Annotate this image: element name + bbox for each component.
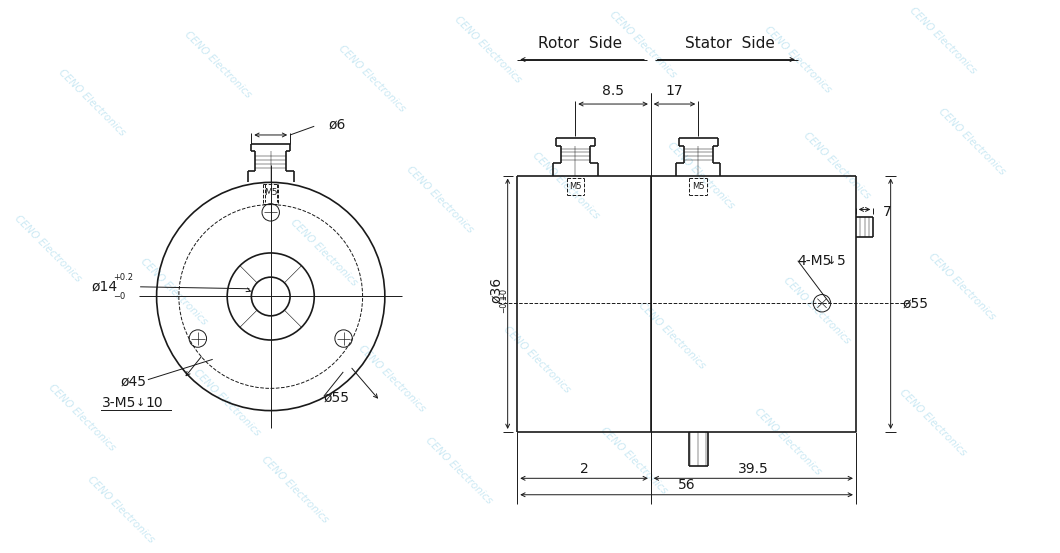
Text: CENO Electronics: CENO Electronics — [56, 68, 127, 138]
Text: CENO Electronics: CENO Electronics — [288, 218, 359, 288]
Text: CENO Electronics: CENO Electronics — [937, 107, 1007, 177]
Text: 5: 5 — [836, 254, 845, 268]
Text: −0.1: −0.1 — [499, 295, 509, 313]
Text: ø55: ø55 — [324, 391, 350, 405]
Text: ↓: ↓ — [827, 255, 836, 265]
Text: CENO Electronics: CENO Electronics — [424, 435, 495, 506]
Text: 7: 7 — [883, 205, 891, 220]
Text: 10: 10 — [145, 396, 162, 410]
Text: CENO Electronics: CENO Electronics — [182, 29, 252, 100]
Text: CENO Electronics: CENO Electronics — [192, 368, 263, 438]
Text: CENO Electronics: CENO Electronics — [926, 252, 997, 322]
Text: 56: 56 — [677, 478, 695, 492]
Text: CENO Electronics: CENO Electronics — [598, 426, 669, 496]
Text: CENO Electronics: CENO Electronics — [337, 44, 407, 114]
Text: CENO Electronics: CENO Electronics — [801, 131, 871, 201]
Text: 39.5: 39.5 — [738, 462, 768, 476]
Text: +0.2: +0.2 — [113, 273, 134, 282]
Text: CENO Electronics: CENO Electronics — [607, 10, 678, 80]
Text: Stator  Side: Stator Side — [685, 35, 775, 50]
Text: ø55: ø55 — [902, 296, 929, 310]
Text: ø6: ø6 — [329, 117, 347, 131]
Text: ø14: ø14 — [92, 280, 118, 294]
Text: CENO Electronics: CENO Electronics — [530, 150, 601, 221]
Text: 3-M5: 3-M5 — [102, 396, 136, 410]
Text: CENO Electronics: CENO Electronics — [356, 343, 427, 414]
Text: CENO Electronics: CENO Electronics — [47, 382, 118, 453]
Text: CENO Electronics: CENO Electronics — [453, 14, 524, 85]
Text: CENO Electronics: CENO Electronics — [753, 406, 824, 477]
Text: CENO Electronics: CENO Electronics — [637, 300, 707, 371]
Text: ø36: ø36 — [489, 277, 504, 303]
Text: M5: M5 — [264, 187, 278, 196]
Text: CENO Electronics: CENO Electronics — [139, 257, 209, 327]
Text: CENO Electronics: CENO Electronics — [898, 387, 969, 457]
Text: −0: −0 — [113, 291, 125, 301]
Text: CENO Electronics: CENO Electronics — [666, 140, 737, 211]
Text: 17: 17 — [666, 85, 684, 98]
Text: CENO Electronics: CENO Electronics — [86, 474, 156, 545]
Text: CENO Electronics: CENO Electronics — [260, 455, 330, 525]
Text: CENO Electronics: CENO Electronics — [405, 164, 475, 235]
Text: 2: 2 — [580, 462, 588, 476]
Text: M5: M5 — [692, 182, 705, 191]
Text: CENO Electronics: CENO Electronics — [13, 213, 84, 283]
Text: CENO Electronics: CENO Electronics — [782, 276, 852, 346]
Text: Rotor  Side: Rotor Side — [538, 35, 622, 50]
Text: ø45: ø45 — [121, 374, 147, 389]
Text: +0: +0 — [499, 288, 509, 300]
Text: CENO Electronics: CENO Electronics — [501, 324, 572, 395]
Text: CENO Electronics: CENO Electronics — [762, 24, 833, 95]
Text: ↓: ↓ — [136, 398, 145, 408]
Text: 8.5: 8.5 — [602, 85, 624, 98]
Text: CENO Electronics: CENO Electronics — [907, 5, 978, 75]
Text: M5: M5 — [569, 182, 582, 191]
Text: 4-M5: 4-M5 — [798, 254, 832, 268]
